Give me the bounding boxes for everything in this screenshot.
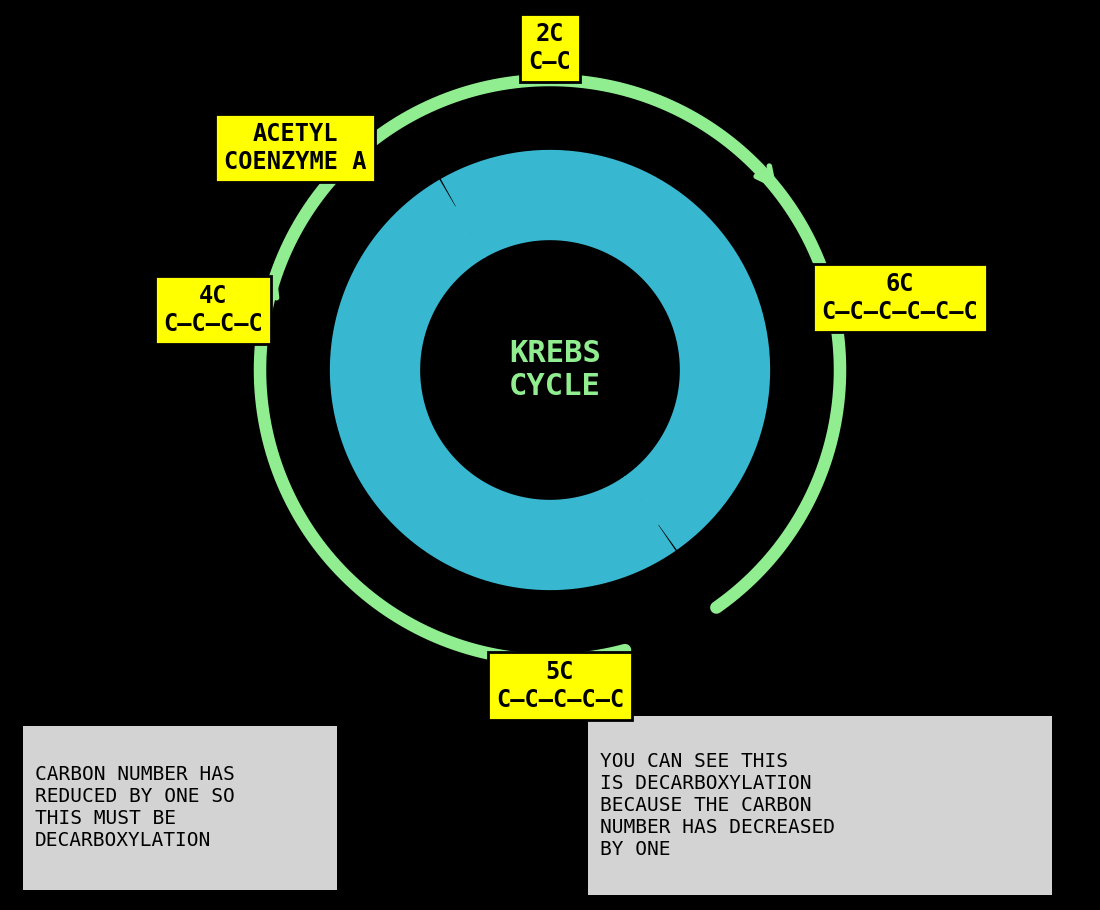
FancyBboxPatch shape — [588, 716, 1052, 895]
Text: 5C
C–C–C–C–C: 5C C–C–C–C–C — [496, 660, 624, 712]
FancyBboxPatch shape — [23, 726, 337, 890]
Text: 6C
C–C–C–C–C–C: 6C C–C–C–C–C–C — [822, 272, 978, 324]
Text: KREBS
CYCLE: KREBS CYCLE — [509, 339, 601, 401]
Text: CARBON NUMBER HAS
REDUCED BY ONE SO
THIS MUST BE
DECARBOXYLATION: CARBON NUMBER HAS REDUCED BY ONE SO THIS… — [35, 765, 234, 851]
Text: 4C
C–C–C–C: 4C C–C–C–C — [163, 284, 263, 336]
Text: 2C
C–C: 2C C–C — [529, 22, 571, 74]
Text: YOU CAN SEE THIS
IS DECARBOXYLATION
BECAUSE THE CARBON
NUMBER HAS DECREASED
BY O: YOU CAN SEE THIS IS DECARBOXYLATION BECA… — [600, 752, 835, 859]
Text: ACETYL
COENZYME A: ACETYL COENZYME A — [223, 122, 366, 174]
